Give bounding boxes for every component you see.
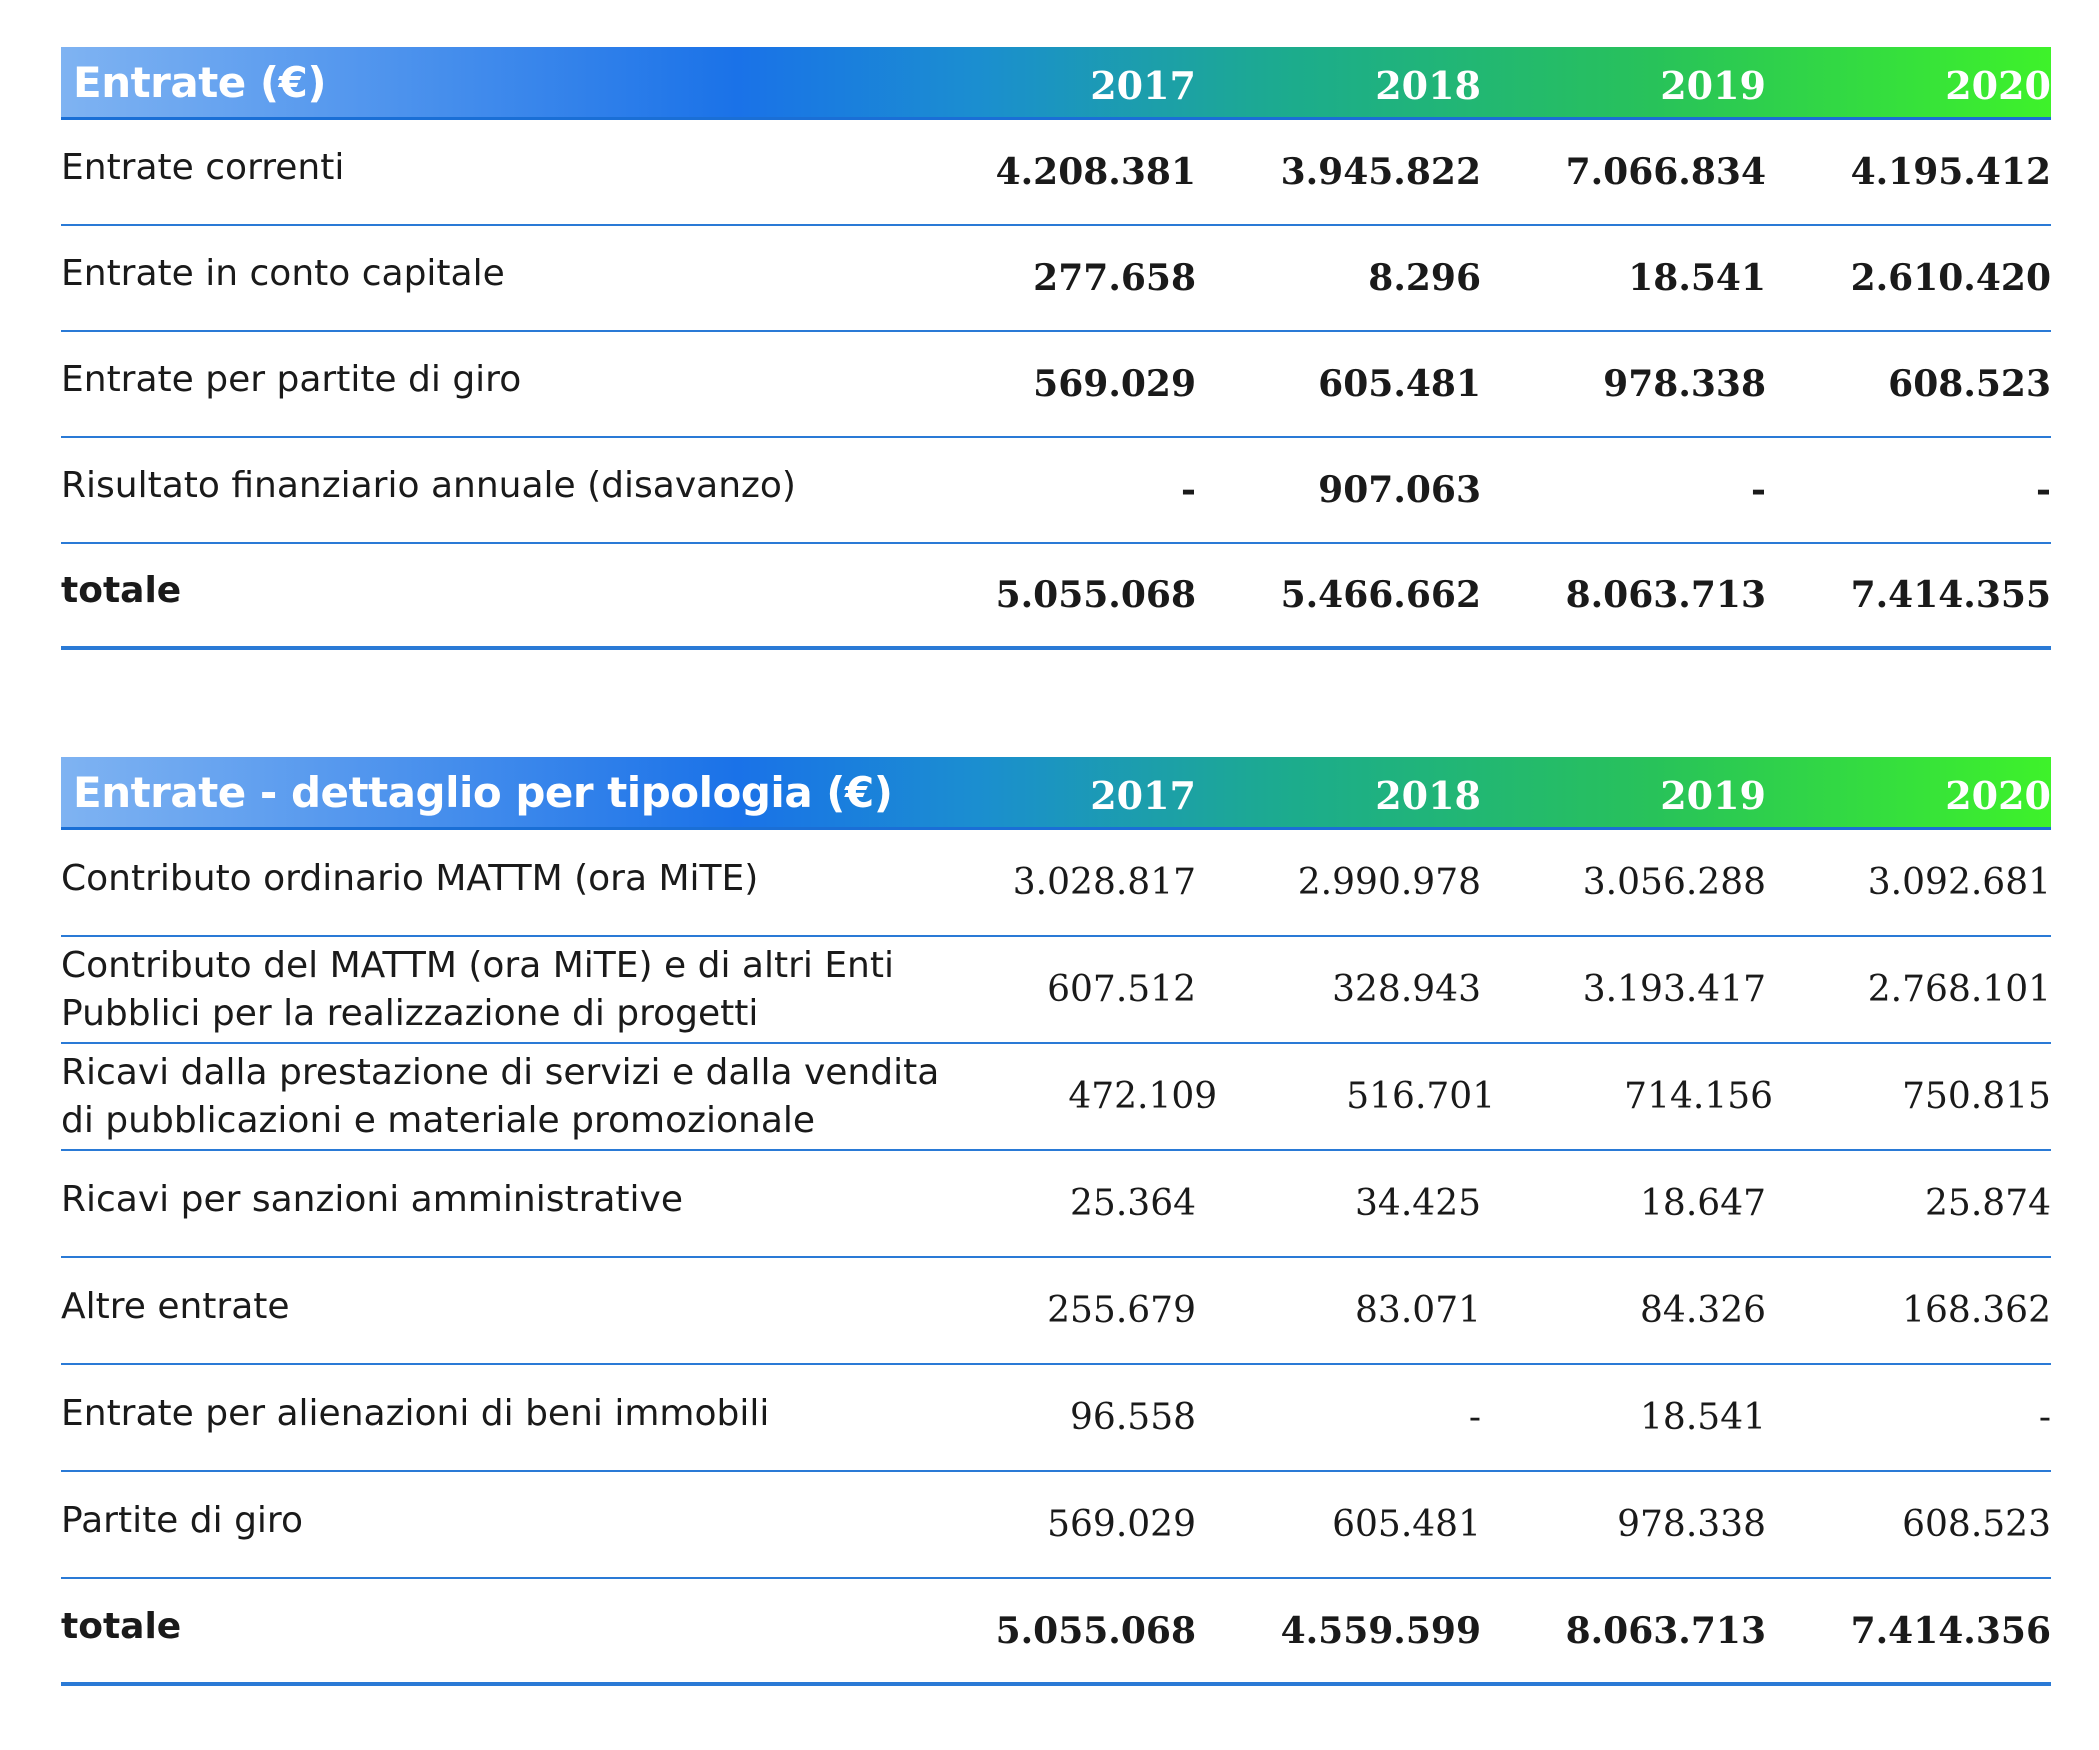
cell-2017: 607.512 — [1047, 969, 1196, 1010]
year-header-2019: 2019 — [1660, 772, 1766, 818]
entrate-table: Entrate (€) 2017 2018 2019 2020 Entrate … — [61, 47, 2051, 650]
row-label: Entrate in conto capitale — [61, 253, 505, 294]
total-2017: 5.055.068 — [995, 1609, 1196, 1652]
entrate-table-header: Entrate (€) 2017 2018 2019 2020 — [61, 47, 2051, 120]
cell-2020: 608.523 — [1888, 363, 2051, 405]
cell-2020: - — [2038, 1397, 2051, 1438]
cell-2018: 605.481 — [1332, 1504, 1481, 1545]
cell-2019: 3.193.417 — [1582, 969, 1766, 1010]
cell-2019: 3.056.288 — [1582, 862, 1766, 903]
cell-2017: 255.679 — [1047, 1290, 1196, 1331]
row-label: Entrate correnti — [61, 147, 345, 188]
cell-2019: 978.338 — [1603, 363, 1766, 405]
cell-2017: 569.029 — [1033, 363, 1196, 405]
table-row: Entrate in conto capitale 277.658 8.296 … — [61, 226, 2051, 332]
year-header-2018: 2018 — [1375, 62, 1481, 108]
total-2020: 7.414.356 — [1850, 1609, 2051, 1652]
cell-2018: 605.481 — [1318, 363, 1481, 405]
table-title: Entrate - dettaglio per tipologia (€) — [73, 767, 893, 817]
year-header-2020: 2020 — [1945, 62, 2051, 108]
cell-2019: 7.066.834 — [1565, 151, 1766, 193]
row-label: Entrate per alienazioni di beni immobili — [61, 1392, 770, 1434]
cell-2018: 516.701 — [1346, 1076, 1496, 1117]
year-header-2020: 2020 — [1945, 772, 2051, 818]
cell-2018: 8.296 — [1368, 257, 1481, 299]
cell-2019: 84.326 — [1640, 1290, 1766, 1331]
row-label-line-1: Contributo del MATTM (ora MiTE) e di alt… — [61, 944, 894, 986]
cell-2017: 569.029 — [1047, 1504, 1196, 1545]
table-title: Entrate (€) — [73, 57, 327, 107]
cell-2018: 34.425 — [1355, 1183, 1481, 1224]
cell-2017: 25.364 — [1070, 1183, 1196, 1224]
table-row: Ricavi per sanzioni amministrative 25.36… — [61, 1151, 2051, 1258]
cell-2019: 714.156 — [1624, 1076, 1774, 1117]
cell-2018: - — [1468, 1397, 1481, 1438]
table-row: Partite di giro 569.029 605.481 978.338 … — [61, 1472, 2051, 1579]
year-header-2019: 2019 — [1660, 62, 1766, 108]
cell-2019: 18.541 — [1640, 1397, 1766, 1438]
row-label: Ricavi dalla prestazione di servizi e da… — [61, 1049, 939, 1145]
cell-2018: 328.943 — [1332, 969, 1481, 1010]
row-label-line-2: di pubblicazioni e materiale promozional… — [61, 1099, 816, 1141]
cell-2019: 18.647 — [1640, 1183, 1766, 1224]
cell-2018: 907.063 — [1318, 469, 1481, 511]
cell-2020: 3.092.681 — [1867, 862, 2051, 903]
cell-2020: 608.523 — [1902, 1504, 2051, 1545]
row-label: Entrate per partite di giro — [61, 359, 522, 400]
row-label: Contributo ordinario MATTM (ora MiTE) — [61, 857, 759, 899]
cell-2018: 83.071 — [1355, 1290, 1481, 1331]
row-label: Risultato finanziario annuale (disavanzo… — [61, 465, 796, 506]
row-label: Partite di giro — [61, 1499, 303, 1541]
cell-2017: 4.208.381 — [995, 151, 1196, 193]
cell-2020: 750.815 — [1902, 1076, 2051, 1117]
total-2020: 7.414.355 — [1850, 574, 2051, 616]
row-label: Contributo del MATTM (ora MiTE) e di alt… — [61, 942, 911, 1038]
cell-2020: 2.768.101 — [1867, 969, 2051, 1010]
cell-2020: 4.195.412 — [1850, 151, 2051, 193]
row-label: Ricavi per sanzioni amministrative — [61, 1178, 684, 1220]
year-header-2017: 2017 — [1090, 772, 1196, 818]
table-row: Altre entrate 255.679 83.071 84.326 168.… — [61, 1258, 2051, 1365]
row-label-line-1: Ricavi dalla prestazione di servizi e da… — [61, 1051, 940, 1093]
total-row: totale 5.055.068 4.559.599 8.063.713 7.4… — [61, 1579, 2051, 1686]
cell-2017: 96.558 — [1070, 1397, 1196, 1438]
cell-2017: - — [1181, 469, 1196, 511]
total-row: totale 5.055.068 5.466.662 8.063.713 7.4… — [61, 544, 2051, 650]
table-row: Entrate correnti 4.208.381 3.945.822 7.0… — [61, 120, 2051, 226]
total-2019: 8.063.713 — [1565, 574, 1766, 616]
total-label: totale — [61, 570, 182, 611]
cell-2017: 277.658 — [1033, 257, 1196, 299]
cell-2020: 168.362 — [1902, 1290, 2051, 1331]
cell-2018: 3.945.822 — [1280, 151, 1481, 193]
row-label: Altre entrate — [61, 1285, 290, 1327]
cell-2019: 978.338 — [1617, 1504, 1766, 1545]
cell-2020: - — [2036, 469, 2051, 511]
table-row: Ricavi dalla prestazione di servizi e da… — [61, 1044, 2051, 1151]
cell-2017: 472.109 — [1068, 1076, 1218, 1117]
table-row: Contributo ordinario MATTM (ora MiTE) 3.… — [61, 830, 2051, 937]
entrate-dettaglio-table: Entrate - dettaglio per tipologia (€) 20… — [61, 757, 2051, 1686]
total-2018: 5.466.662 — [1280, 574, 1481, 616]
table-row: Entrate per alienazioni di beni immobili… — [61, 1365, 2051, 1472]
table-row: Entrate per partite di giro 569.029 605.… — [61, 332, 2051, 438]
year-header-2017: 2017 — [1090, 62, 1196, 108]
row-label-line-2: Pubblici per la realizzazione di progett… — [61, 992, 759, 1034]
cell-2018: 2.990.978 — [1297, 862, 1481, 903]
entrate-dettaglio-table-header: Entrate - dettaglio per tipologia (€) 20… — [61, 757, 2051, 830]
table-row: Contributo del MATTM (ora MiTE) e di alt… — [61, 937, 2051, 1044]
total-2019: 8.063.713 — [1565, 1609, 1766, 1652]
total-2017: 5.055.068 — [995, 574, 1196, 616]
cell-2017: 3.028.817 — [1012, 862, 1196, 903]
cell-2020: 2.610.420 — [1850, 257, 2051, 299]
cell-2019: 18.541 — [1628, 257, 1766, 299]
cell-2019: - — [1751, 469, 1766, 511]
year-header-2018: 2018 — [1375, 772, 1481, 818]
cell-2020: 25.874 — [1925, 1183, 2051, 1224]
table-row: Risultato finanziario annuale (disavanzo… — [61, 438, 2051, 544]
total-2018: 4.559.599 — [1280, 1609, 1481, 1652]
total-label: totale — [61, 1605, 182, 1647]
